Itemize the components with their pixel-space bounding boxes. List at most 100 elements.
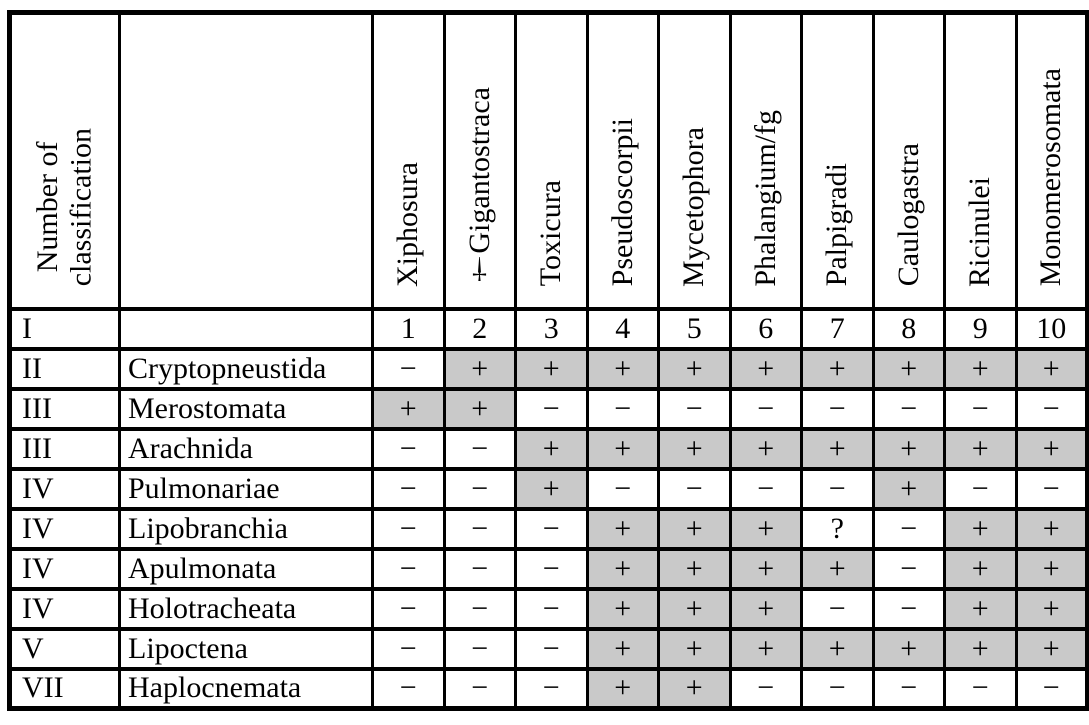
table-row: III Merostomata + + − − − − − − − − — [8, 386, 1089, 431]
matrix-cell: + — [728, 586, 803, 631]
table-row: II Cryptopneustida − + + + + + + + + + — [8, 346, 1089, 391]
matrix-cell: + — [657, 666, 732, 711]
row-number-cell: IV — [8, 506, 121, 551]
classification-table: Number of classification Xiphosura †Gigan… — [7, 10, 1089, 711]
matrix-cell: − — [442, 466, 517, 511]
matrix-cell: − — [1014, 386, 1089, 431]
matrix-cell: − — [371, 346, 446, 391]
matrix-cell: − — [442, 546, 517, 591]
matrix-cell: − — [1014, 666, 1089, 711]
corner-header-line2: classification — [65, 128, 98, 287]
matrix-cell: + — [1014, 426, 1089, 471]
taxon-name-cell: Lipobranchia — [118, 506, 374, 551]
row-number-cell: III — [8, 426, 121, 471]
matrix-cell: + — [871, 426, 946, 471]
matrix-cell: − — [943, 666, 1018, 711]
matrix-cell: + — [657, 586, 732, 631]
matrix-cell: − — [514, 546, 589, 591]
column-header-ricinulei: Ricinulei — [943, 11, 1018, 310]
matrix-cell: − — [943, 466, 1018, 511]
row-number-cell: VII — [8, 666, 121, 711]
matrix-cell: 2 — [442, 306, 517, 351]
matrix-cell: 10 — [1014, 306, 1089, 351]
matrix-cell: − — [371, 466, 446, 511]
matrix-cell: − — [943, 386, 1018, 431]
matrix-cell: + — [657, 346, 732, 391]
matrix-cell: − — [657, 386, 732, 431]
matrix-cell: − — [514, 666, 589, 711]
corner-header-line1: Number of — [31, 141, 65, 273]
matrix-cell: + — [514, 466, 589, 511]
column-header-label: Caulogastra — [891, 143, 925, 287]
column-header-caulogastra: Caulogastra — [871, 11, 946, 310]
matrix-cell: − — [800, 586, 875, 631]
row-number-cell: II — [8, 346, 121, 391]
matrix-cell: + — [657, 506, 732, 551]
taxon-name-cell: Pulmonariae — [118, 466, 374, 511]
matrix-cell: + — [728, 506, 803, 551]
matrix-cell: + — [442, 386, 517, 431]
matrix-cell: 6 — [728, 306, 803, 351]
matrix-cell: + — [1014, 626, 1089, 671]
matrix-cell: − — [514, 506, 589, 551]
matrix-cell: − — [657, 466, 732, 511]
matrix-cell: + — [943, 426, 1018, 471]
matrix-cell: − — [371, 506, 446, 551]
matrix-cell: + — [514, 426, 589, 471]
matrix-cell: + — [585, 626, 660, 671]
matrix-cell: + — [514, 346, 589, 391]
matrix-cell: + — [585, 506, 660, 551]
taxon-name-cell: Apulmonata — [118, 546, 374, 591]
table-row: IV Holotracheata − − − + + + − − + + — [8, 586, 1089, 631]
taxon-name-cell: Haplocnemata — [118, 666, 374, 711]
matrix-cell: − — [442, 506, 517, 551]
column-header-label: Xiphosura — [391, 161, 425, 287]
matrix-cell: + — [1014, 346, 1089, 391]
matrix-cell: 7 — [800, 306, 875, 351]
column-header-label: Mycetophora — [677, 126, 711, 287]
table-row: VII Haplocnemata − − − + + − − − − − — [8, 666, 1089, 711]
matrix-cell: + — [943, 586, 1018, 631]
matrix-cell: + — [871, 346, 946, 391]
column-header-label: Pseudoscorpii — [605, 118, 639, 287]
column-header-monomerosomata: Monomerosomata — [1014, 11, 1089, 310]
matrix-cell: + — [1014, 506, 1089, 551]
matrix-cell: 9 — [943, 306, 1018, 351]
column-header-mycetophora: Mycetophora — [657, 11, 732, 310]
matrix-cell: + — [943, 346, 1018, 391]
table-row: IV Apulmonata − − − + + + + − + + — [8, 546, 1089, 591]
matrix-cell: + — [657, 626, 732, 671]
matrix-cell: + — [800, 626, 875, 671]
matrix-cell: − — [442, 626, 517, 671]
matrix-cell: 8 — [871, 306, 946, 351]
matrix-cell: − — [371, 546, 446, 591]
taxon-name-cell — [118, 306, 374, 351]
matrix-cell: + — [728, 626, 803, 671]
matrix-cell: − — [442, 666, 517, 711]
taxon-name-cell: Lipoctena — [118, 626, 374, 671]
matrix-cell: − — [371, 626, 446, 671]
column-header-phalangium: Phalangium/fg — [728, 11, 803, 310]
matrix-cell: − — [585, 386, 660, 431]
matrix-cell: + — [371, 386, 446, 431]
matrix-cell: − — [585, 466, 660, 511]
matrix-cell: − — [728, 466, 803, 511]
row-number-cell: V — [8, 626, 121, 671]
row-number-cell: I — [8, 306, 121, 351]
matrix-cell: + — [585, 586, 660, 631]
matrix-cell: − — [871, 386, 946, 431]
matrix-cell: − — [514, 386, 589, 431]
row-number-cell: IV — [8, 466, 121, 511]
matrix-cell: + — [871, 466, 946, 511]
table-row: III Arachnida − − + + + + + + + + — [8, 426, 1089, 471]
matrix-cell: − — [371, 586, 446, 631]
matrix-cell: − — [800, 666, 875, 711]
matrix-cell: − — [800, 466, 875, 511]
column-header-gigantostraca: †Gigantostraca — [442, 11, 517, 310]
matrix-cell: + — [943, 626, 1018, 671]
corner-header-text: Number of classification — [31, 128, 98, 286]
matrix-cell: + — [871, 626, 946, 671]
matrix-cell: + — [1014, 546, 1089, 591]
matrix-cell: − — [514, 626, 589, 671]
matrix-cell: − — [371, 426, 446, 471]
